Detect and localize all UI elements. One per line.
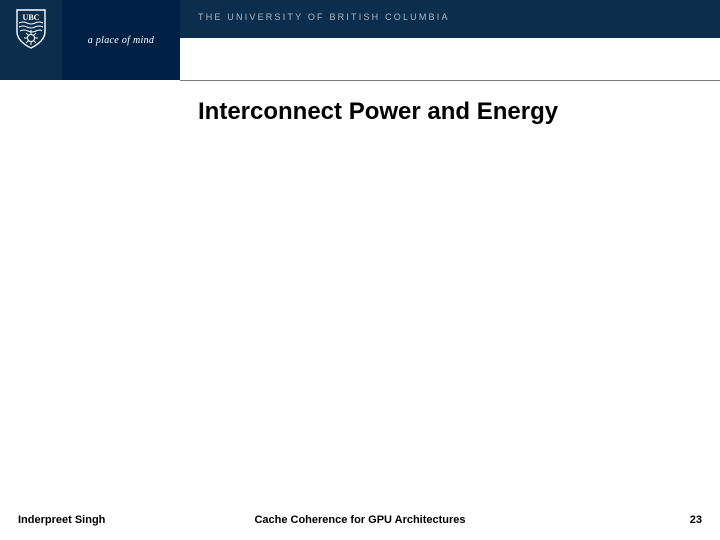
separator-line (180, 80, 720, 81)
university-name: THE UNIVERSITY OF BRITISH COLUMBIA (198, 12, 450, 22)
tagline-block: a place of mind (62, 0, 180, 80)
footer-page-number: 23 (690, 514, 702, 526)
svg-text:UBC: UBC (23, 13, 40, 22)
ubc-shield-icon: UBC (15, 8, 47, 50)
slide-title: Interconnect Power and Energy (198, 98, 558, 126)
logo-block: UBC (0, 0, 62, 80)
tagline-text: a place of mind (88, 35, 154, 46)
slide-container: UBC a place of mind THE UNIVERSITY OF BR… (0, 0, 720, 540)
footer-presentation-title: Cache Coherence for GPU Architectures (0, 514, 720, 526)
